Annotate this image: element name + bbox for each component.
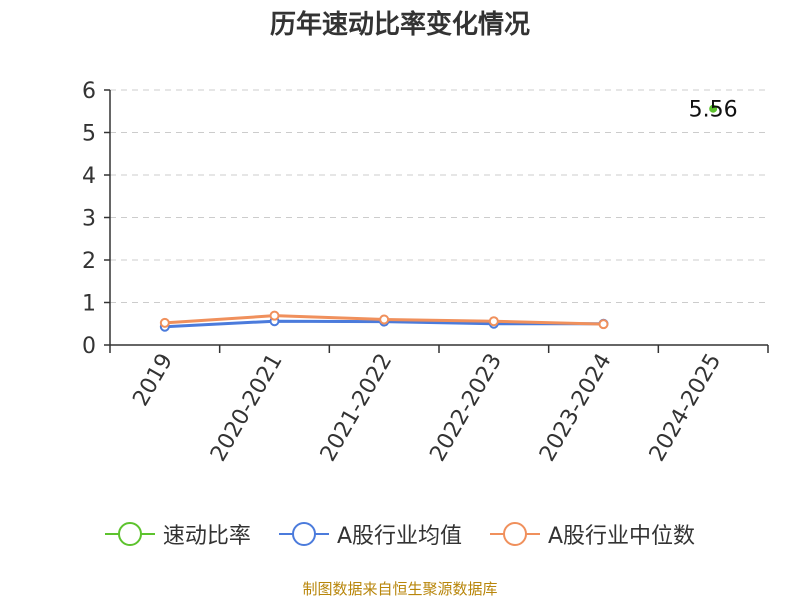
legend-marker-icon xyxy=(104,521,155,547)
x-tick-label: 2024-2025 xyxy=(645,350,727,466)
x-tick-label: 2019 xyxy=(128,350,178,411)
x-tick-label: 2023-2024 xyxy=(535,350,617,466)
data-point xyxy=(709,104,718,113)
legend-label: 速动比率 xyxy=(162,524,251,549)
legend-item[interactable]: A股行业均值 xyxy=(278,518,462,550)
data-point xyxy=(159,317,170,328)
series-layer: 5.56 xyxy=(159,98,738,332)
y-tick-label: 0 xyxy=(82,334,96,359)
y-tick-label: 5 xyxy=(82,122,96,147)
data-point xyxy=(379,314,390,325)
legend-item[interactable]: 速动比率 xyxy=(104,518,251,550)
x-tick-label: 2022-2023 xyxy=(425,350,507,466)
y-tick-label: 2 xyxy=(82,249,96,274)
axes: 0 1 2 3 4 5 6 2019 2020-2021 2021-2022 2022-2023 20… xyxy=(82,79,769,466)
legend: 速动比率 A股行业均值 A股行业中位数 xyxy=(0,518,800,550)
x-tick-label: 2021-2022 xyxy=(316,349,398,465)
y-tick-label: 1 xyxy=(82,292,96,317)
y-tick-label: 3 xyxy=(82,207,96,232)
legend-label: A股行业中位数 xyxy=(548,524,696,549)
legend-marker-icon xyxy=(278,521,329,547)
data-label: 5.56 xyxy=(689,98,738,123)
data-point xyxy=(269,310,280,321)
data-point xyxy=(488,316,499,327)
grid-lines xyxy=(110,89,768,303)
data-point xyxy=(598,319,609,330)
legend-item[interactable]: A股行业中位数 xyxy=(490,518,695,550)
source-note: 制图数据来自恒生聚源数据库 xyxy=(302,580,498,598)
y-tick-label: 6 xyxy=(82,79,96,104)
y-tick-label: 4 xyxy=(82,164,96,189)
legend-label: A股行业均值 xyxy=(336,524,462,549)
chart-title: 历年速动比率变化情况 xyxy=(269,10,530,40)
legend-marker-icon xyxy=(490,521,540,547)
x-tick-label: 2020-2021 xyxy=(206,350,288,466)
